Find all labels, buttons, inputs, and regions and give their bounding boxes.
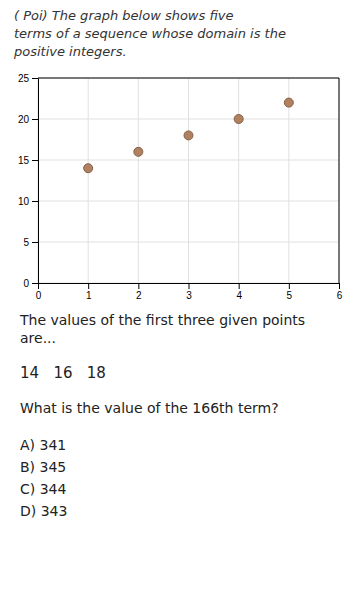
y-axis-tick-mark <box>32 78 38 79</box>
grid-line-y <box>38 242 339 243</box>
y-axis-tick: 0 <box>23 278 38 289</box>
grid-line-y <box>38 201 339 202</box>
annotation: What is the value of the 166th term? <box>20 400 279 416</box>
x-axis-tick: 4 <box>236 283 242 301</box>
x-axis-tick-mark <box>239 283 240 289</box>
annotations: The values of the first three given poin… <box>19 312 305 519</box>
y-axis-tick-label: 25 <box>18 73 30 84</box>
x-axis-tick: 3 <box>186 283 192 301</box>
y-axis-tick-label: 15 <box>18 155 30 166</box>
x-axis-tick-mark <box>189 283 190 289</box>
x-axis-tick-label: 6 <box>337 290 343 301</box>
title-line: terms of a sequence whose domain is the <box>14 26 286 41</box>
x-axis-tick: 0 <box>36 283 42 301</box>
point <box>184 131 193 140</box>
y-axis-tick-mark <box>32 160 38 161</box>
point <box>84 164 93 173</box>
y-axis-tick: 10 <box>18 196 38 207</box>
x-axis-line <box>39 284 340 290</box>
x-axis-tick-label: 1 <box>86 290 92 301</box>
x-axis-tick-mark <box>138 283 139 289</box>
grid-line-x <box>339 78 340 283</box>
x-axis-tick-label: 2 <box>136 290 142 301</box>
annotation: are... <box>20 330 56 346</box>
annotation: D) 343 <box>20 503 67 519</box>
y-axis-tick: 20 <box>18 114 38 125</box>
x-axis-tick: 6 <box>337 283 343 301</box>
y-axis-tick-label: 0 <box>23 278 29 289</box>
y-axis-tick-mark <box>32 283 38 284</box>
annotation: B) 345 <box>20 459 66 475</box>
points <box>84 98 294 173</box>
point <box>234 115 243 124</box>
grid-line-x <box>238 78 239 283</box>
y-axis-tick: 15 <box>18 155 38 166</box>
x-axis-tick: 2 <box>136 283 142 301</box>
y-axis-tick-label: 20 <box>18 114 30 125</box>
x-axis-tick-label: 5 <box>287 290 293 301</box>
grid-line-x <box>188 78 189 283</box>
x-axis-tick: 5 <box>287 283 293 301</box>
x-axis-tick-label: 3 <box>186 290 192 301</box>
y-axis-tick-mark <box>32 119 38 120</box>
title-line: ( Poi) The graph below shows five <box>14 8 233 23</box>
y-axis-line <box>32 79 39 284</box>
y-axis-tick-label: 5 <box>23 237 29 248</box>
grid-line-x <box>288 78 289 283</box>
grid-line-y <box>38 78 339 79</box>
title: ( Poi) The graph below shows five terms o… <box>13 8 286 59</box>
annotation: C) 344 <box>20 481 67 497</box>
annotation: 14 16 18 <box>20 364 106 382</box>
y-axis-tick: 5 <box>23 237 38 248</box>
grid-line-x <box>88 78 89 283</box>
y-axis: 0 5 10 15 20 25 <box>18 73 39 289</box>
y-axis-tick-label: 10 <box>18 196 30 207</box>
x-axis-tick-mark <box>88 283 89 289</box>
grid-line-y <box>38 160 339 161</box>
annotation: A) 341 <box>20 437 66 453</box>
x-axis-tick: 1 <box>86 283 92 301</box>
y-axis-tick-mark <box>32 242 38 243</box>
x-axis-tick-mark <box>289 283 290 289</box>
chart-svg: ( Poi) The graph below shows five terms o… <box>0 0 355 594</box>
y-axis-tick-mark <box>32 201 38 202</box>
y-axis-tick: 25 <box>18 73 38 84</box>
title-line: positive integers. <box>13 44 127 59</box>
point <box>134 147 143 156</box>
point <box>284 98 293 107</box>
frame-right <box>339 78 340 283</box>
plot-area: 0 1 2 3 4 5 6 0 5 10 15 20 25 <box>18 73 343 301</box>
x-axis-tick-mark <box>339 283 340 289</box>
x-axis-tick-label: 0 <box>36 290 42 301</box>
x-axis-tick-label: 4 <box>236 290 242 301</box>
grid <box>38 78 339 283</box>
annotation: The values of the first three given poin… <box>19 312 305 328</box>
x-axis: 0 1 2 3 4 5 6 <box>36 283 343 301</box>
grid-line-x <box>138 78 139 283</box>
grid-line-y <box>38 119 339 120</box>
frame-top <box>38 78 339 79</box>
